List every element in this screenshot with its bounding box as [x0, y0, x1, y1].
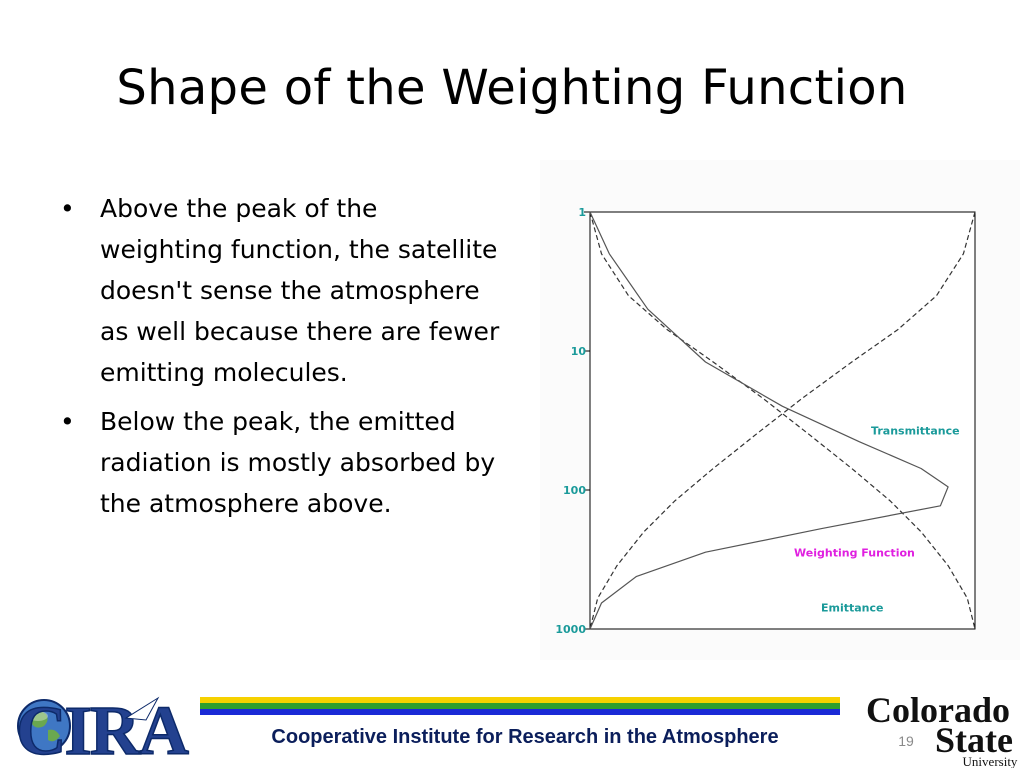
series-line	[589, 211, 949, 630]
y-tick-label: 1	[578, 206, 586, 219]
footer-stripe	[200, 709, 840, 715]
chart-svg: 1 10 100 1000 Transmittance Emittance Weightin…	[555, 206, 976, 636]
y-tick-label: 10	[571, 345, 587, 358]
series-label: Emittance	[821, 602, 884, 615]
plot-frame	[589, 211, 976, 630]
bullet-list: • Above the peak of the weighting functi…	[56, 188, 506, 532]
bullet-dot-icon: •	[60, 194, 75, 223]
csu-logo-line2: State	[935, 720, 1013, 760]
bullet-item: • Above the peak of the weighting functi…	[56, 188, 506, 393]
series-line	[589, 211, 976, 630]
bullet-item: • Below the peak, the emitted radiation …	[56, 401, 506, 524]
csu-logo-line1: Colorado	[866, 690, 1010, 730]
series-line	[589, 211, 976, 630]
series-label: Transmittance	[871, 425, 960, 438]
comet-icon	[124, 696, 160, 721]
series-label: Weighting Function	[794, 546, 915, 559]
slide-title: Shape of the Weighting Function	[116, 60, 908, 116]
globe-icon	[17, 699, 71, 753]
y-tick-label: 1000	[555, 623, 586, 636]
cira-logo-text: CIRA	[16, 693, 189, 762]
weighting-function-chart: 1 10 100 1000 Transmittance Emittance Weightin…	[540, 160, 1020, 660]
bullet-dot-icon: •	[60, 407, 75, 436]
csu-logo: Colorado State University	[866, 690, 1018, 768]
cira-logo: CIRA	[15, 692, 192, 762]
footer-stripe	[200, 703, 840, 709]
footer-caption: Cooperative Institute for Research in th…	[271, 726, 779, 748]
csu-logo-line3: University	[963, 754, 1018, 768]
y-tick-label: 100	[563, 484, 586, 497]
bullet-text: Above the peak of the weighting function…	[100, 194, 500, 387]
footer-stripes	[200, 697, 840, 715]
bullet-text: Below the peak, the emitted radiation is…	[100, 407, 496, 518]
page-number: 19	[898, 733, 914, 749]
footer-stripe	[200, 697, 840, 703]
